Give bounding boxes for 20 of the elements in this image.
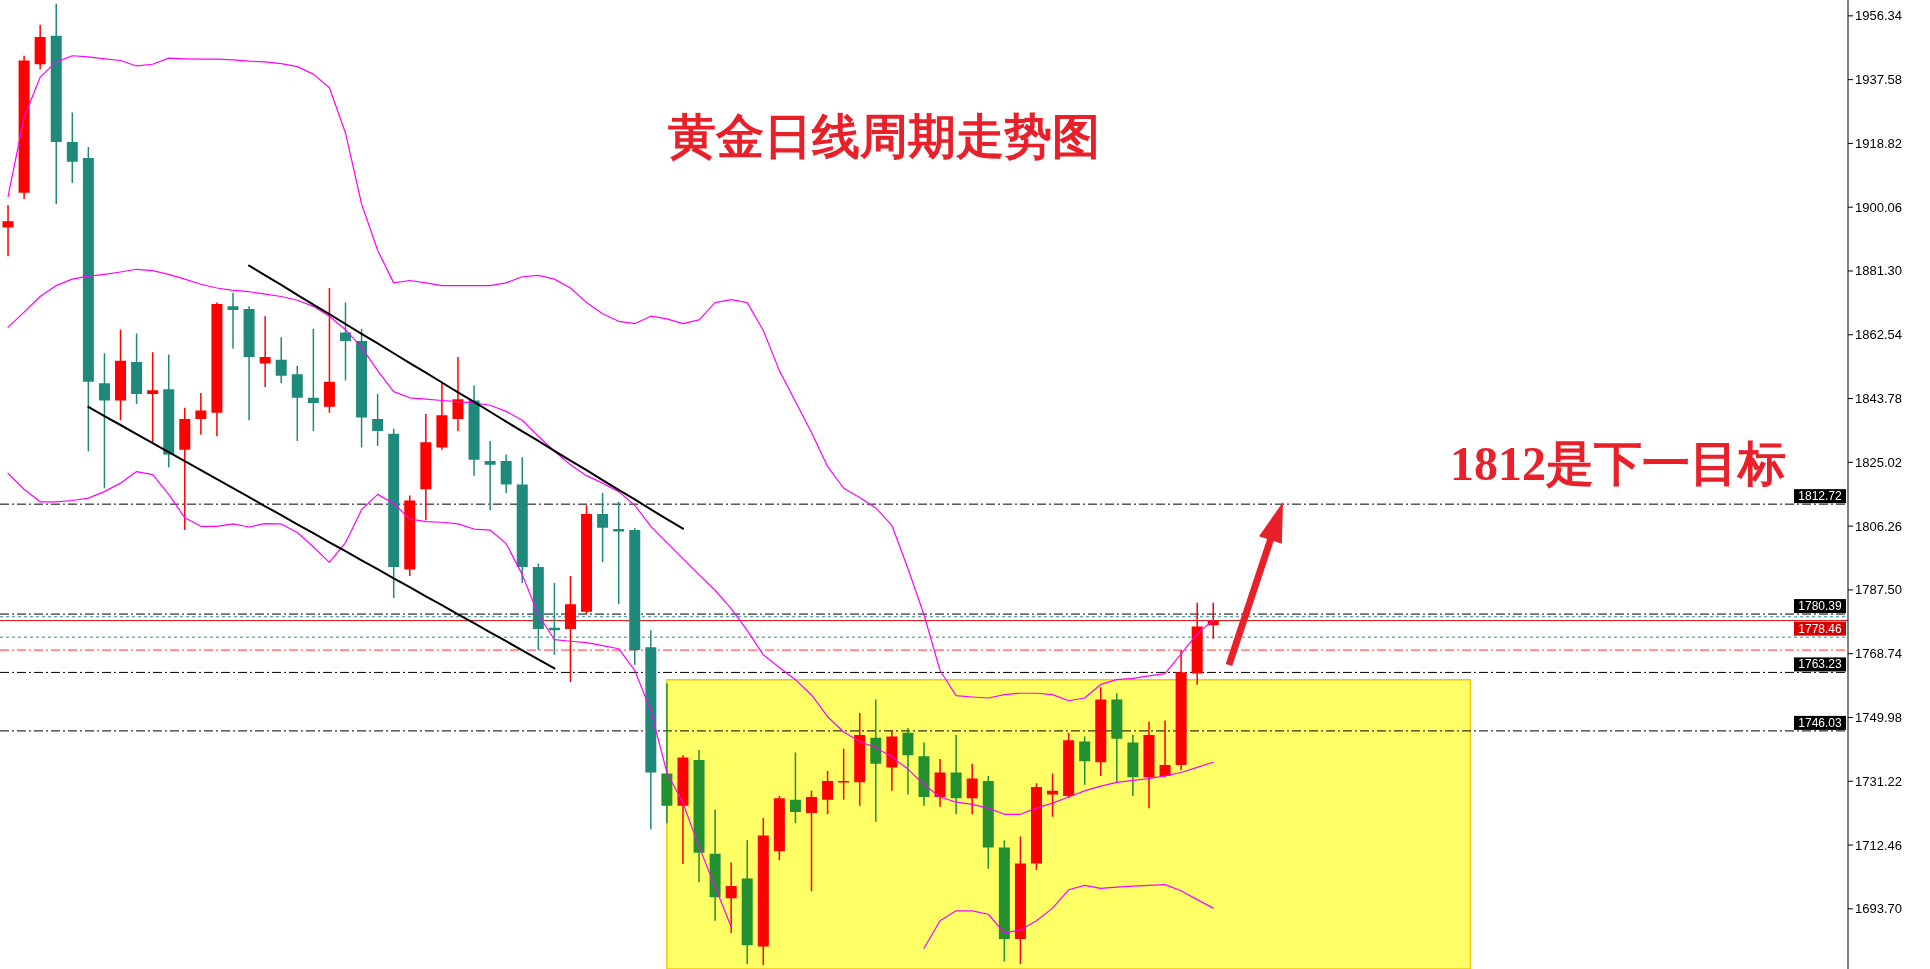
- y-tick-label: 1862.54: [1855, 327, 1902, 343]
- title: 黄金日线周期走势图: [668, 110, 1100, 163]
- y-tick-label: 1825.02: [1855, 454, 1902, 470]
- y-tick-label: 1768.74: [1855, 646, 1902, 662]
- y-tick-label: 1937.58: [1855, 72, 1902, 88]
- y-tick-label: 1956.34: [1855, 8, 1902, 24]
- y-tick-label: 1749.98: [1855, 709, 1902, 725]
- y-tick-label: 1806.26: [1855, 518, 1902, 534]
- annotation: 1812是下一目标: [1450, 437, 1786, 490]
- y-tick-label: 1918.82: [1855, 135, 1902, 151]
- y-tick-label: 1881.30: [1855, 263, 1902, 279]
- y-tick-label: 1693.70: [1855, 901, 1902, 917]
- y-tick-label: 1731.22: [1855, 773, 1902, 789]
- ref-label: 1812.72: [1794, 489, 1846, 504]
- ref-label: 1780.39: [1794, 599, 1846, 614]
- y-tick-label: 1843.78: [1855, 391, 1902, 407]
- y-tick-label: 1712.46: [1855, 837, 1902, 853]
- ref-label: 1763.23: [1794, 657, 1846, 672]
- y-tick-label: 1900.06: [1855, 199, 1902, 215]
- y-tick-label: 1787.50: [1855, 582, 1902, 598]
